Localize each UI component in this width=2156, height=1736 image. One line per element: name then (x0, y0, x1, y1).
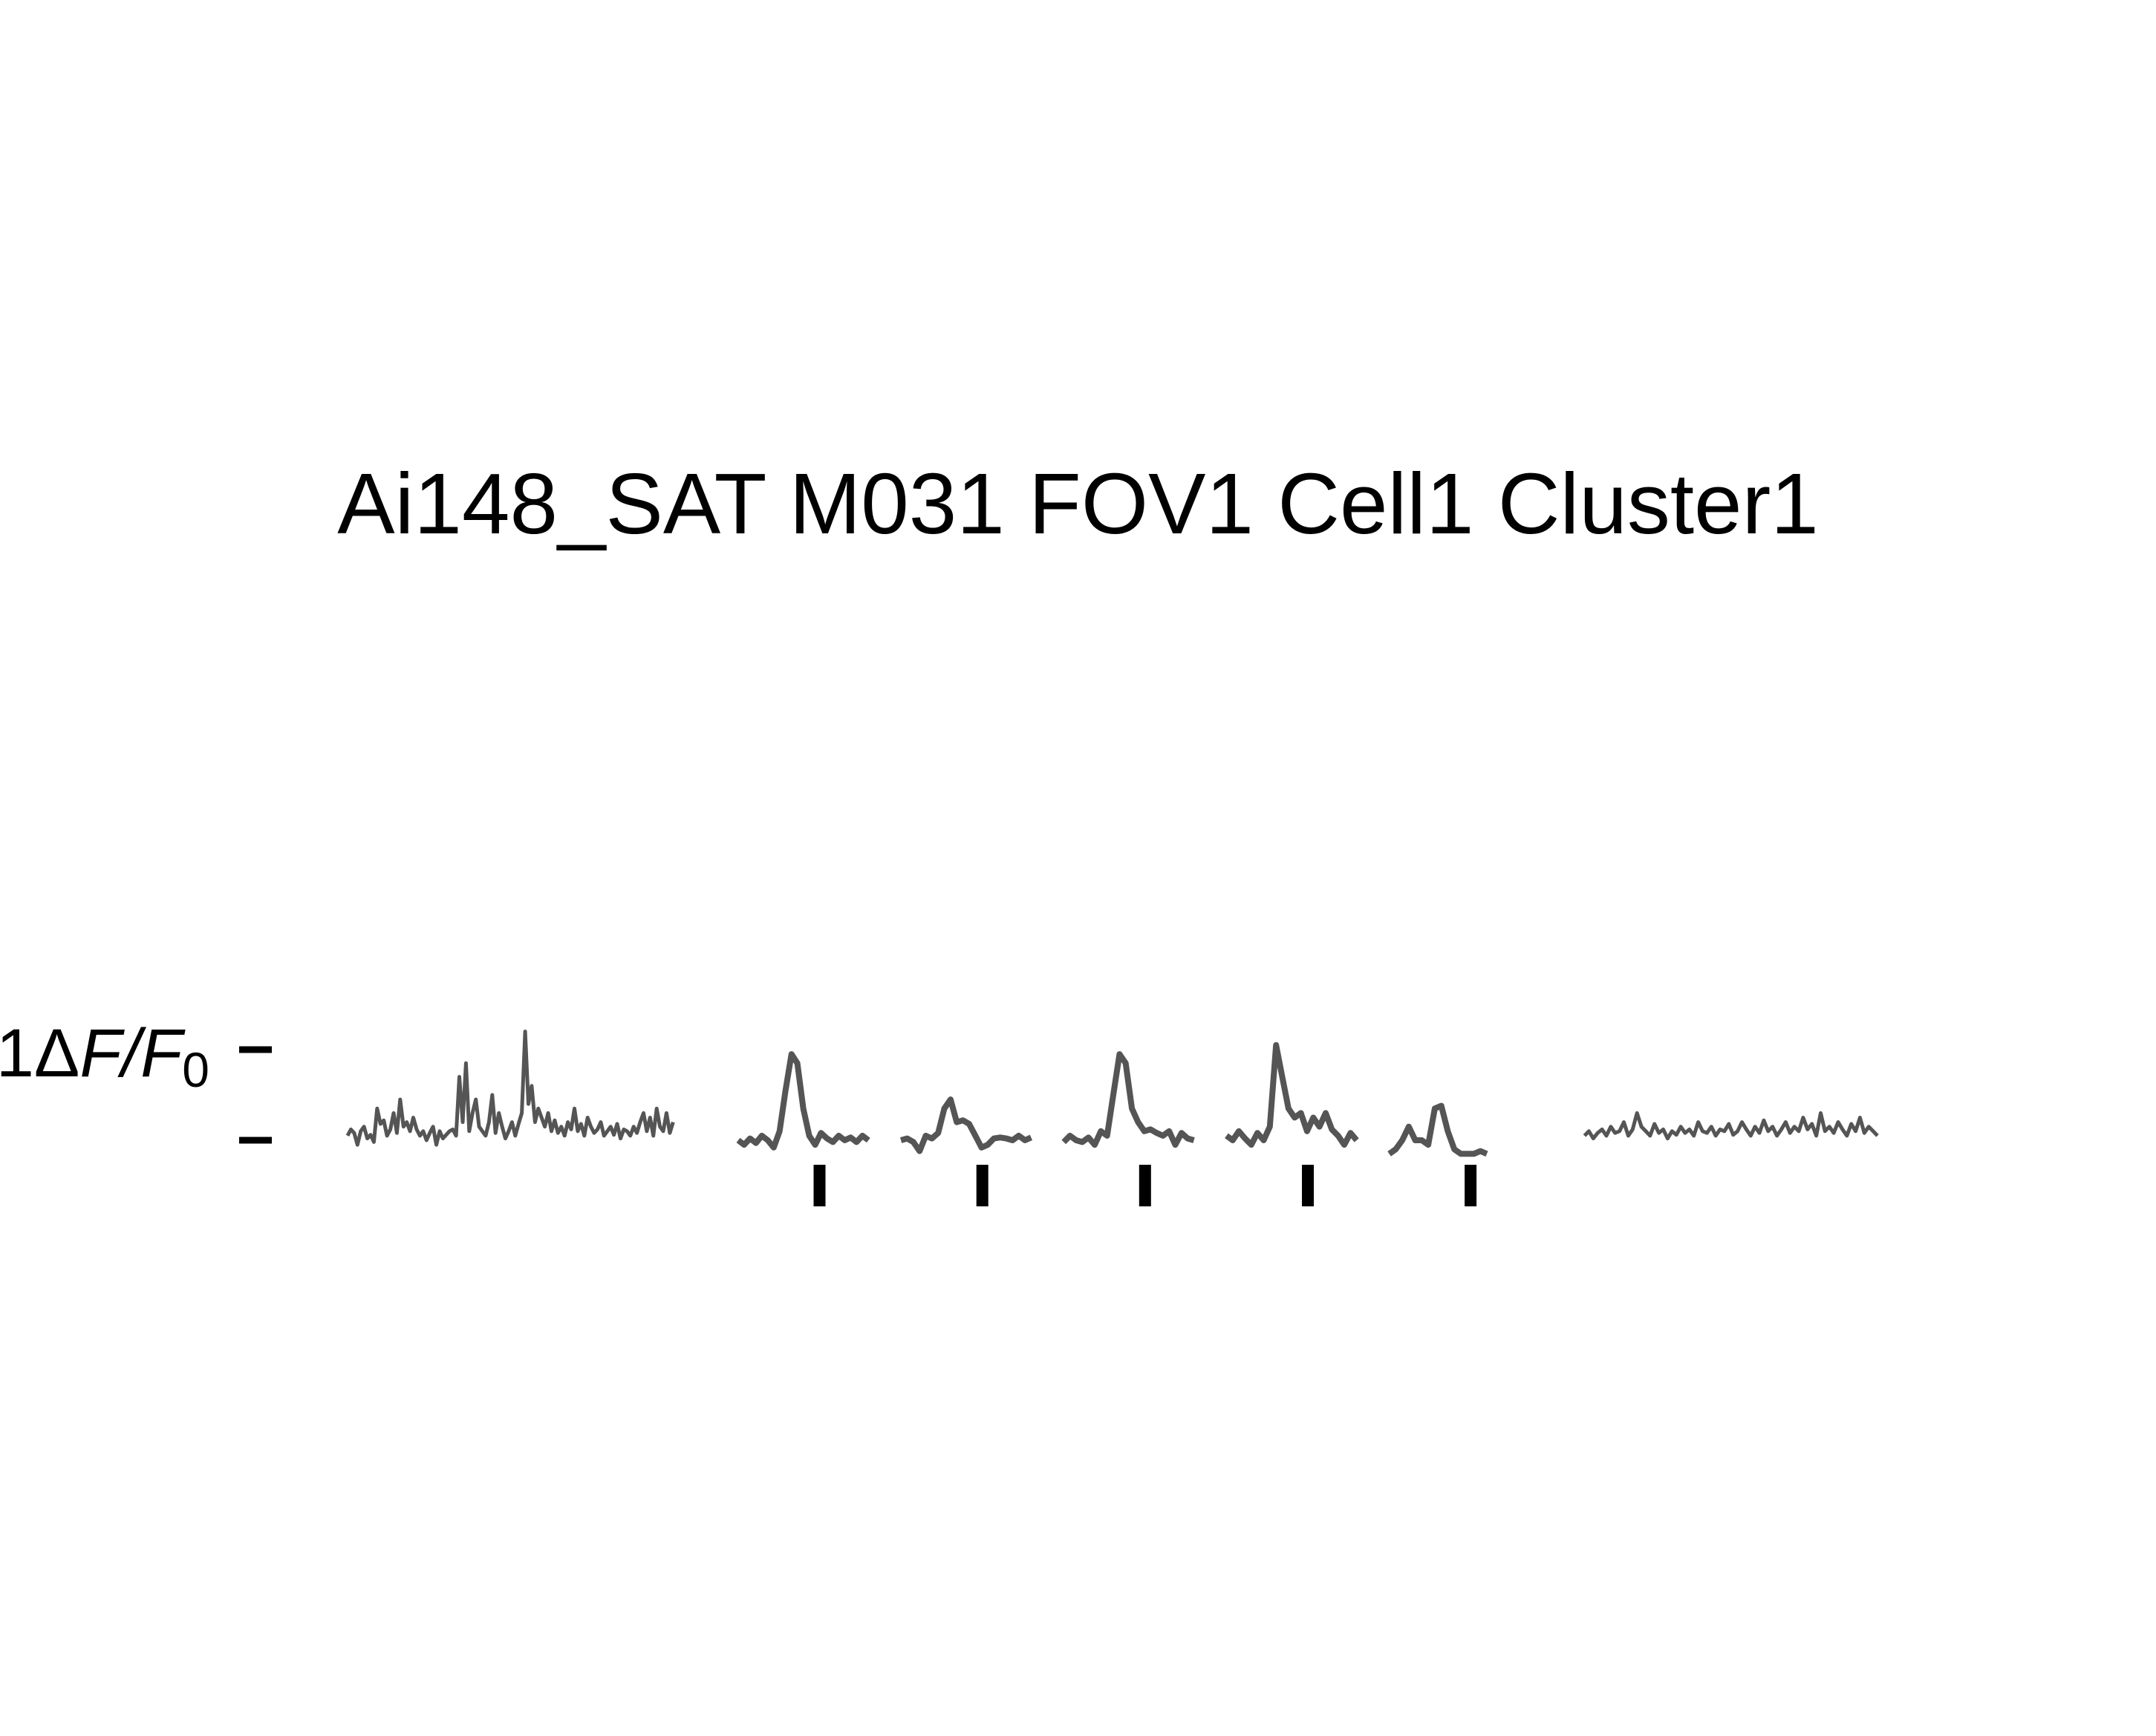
trace-spontaneous-pre (345, 1030, 675, 1147)
trace-spontaneous-post (1583, 1111, 1879, 1141)
stimulus-marker-4 (1302, 1165, 1314, 1206)
scale-bar-label: 1ΔF/F0 (0, 1019, 209, 1094)
scale-bar-f0: F (140, 1015, 183, 1091)
stimulus-marker-5 (1465, 1165, 1477, 1206)
stimulus-markers (813, 1165, 1477, 1206)
scale-bar (239, 1046, 272, 1144)
stimulus-marker-1 (813, 1165, 826, 1206)
trace-trial-3 (1061, 1051, 1195, 1148)
trace-trial-1 (736, 1051, 870, 1151)
trace-trial-2 (900, 1096, 1033, 1154)
trace-trial-5 (1387, 1102, 1488, 1157)
trace-group (345, 1030, 1879, 1157)
trace-trial-4 (1225, 1041, 1359, 1148)
scale-bar-delta: Δ (33, 1015, 80, 1091)
stimulus-marker-3 (1139, 1165, 1151, 1206)
stimulus-marker-2 (976, 1165, 989, 1206)
scale-bar-subscript: 0 (182, 1042, 209, 1097)
chart-title: Ai148_SAT M031 FOV1 Cell1 Cluster1 (337, 455, 1819, 552)
scale-bar-slash: / (121, 1015, 141, 1091)
scale-bar-value: 1 (0, 1015, 34, 1091)
scale-bar-f: F (79, 1015, 122, 1091)
